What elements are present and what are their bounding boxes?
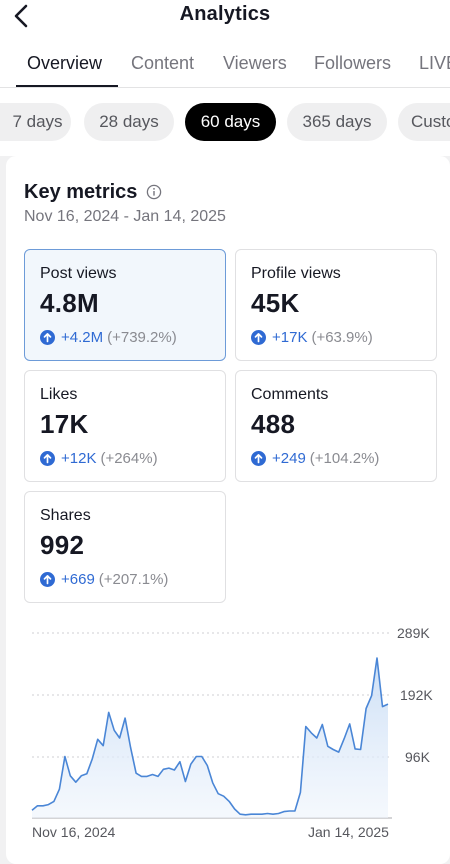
y-tick-label: 96K [405,749,431,765]
post-views-chart: 289K 192K 96K Nov 16, 2024 Jan 14, 2025 [31,625,433,840]
period-7-days[interactable]: 7 days [0,103,71,141]
metric-value: 17K [40,409,89,439]
period-60-days[interactable]: 60 days [185,103,276,141]
period-custom[interactable]: Custom [398,103,450,141]
tab-overview[interactable]: Overview [27,53,103,73]
metric-change: +12K [61,450,97,467]
metric-delta: +17K (+63.9%) [251,329,373,346]
metric-post-views[interactable]: Post views 4.8M +4.2M (+739.2%) [24,249,226,361]
metric-likes[interactable]: Likes 17K +12K (+264%) [24,370,226,482]
series-area [32,658,388,818]
metric-change-percent: (+264%) [100,450,158,467]
metric-change-percent: (+63.9%) [311,329,373,346]
metric-change: +669 [61,571,95,588]
top-bar: Analytics [0,0,450,40]
metric-shares[interactable]: Shares 992 +669 (+207.1%) [24,491,226,603]
arrow-up-icon [40,330,55,345]
metric-label: Post views [40,265,117,282]
metric-delta: +12K (+264%) [40,450,158,467]
metric-change: +17K [272,329,308,346]
info-icon[interactable] [146,184,162,200]
y-tick-label: 192K [400,687,433,703]
metric-comments[interactable]: Comments 488 +249 (+104.2%) [235,370,437,482]
arrow-up-icon [251,330,266,345]
metric-change: +249 [272,450,306,467]
page-title: Analytics [179,3,271,25]
metric-value: 488 [251,409,296,439]
metric-value: 45K [251,288,300,318]
y-tick-label: 289K [397,625,430,641]
arrow-up-icon [40,451,55,466]
metric-delta: +4.2M (+739.2%) [40,329,177,346]
tab-bar: Overview Content Viewers Followers LIVE [0,40,450,88]
date-range: Nov 16, 2024 - Jan 14, 2025 [24,208,226,225]
chevron-left-icon[interactable] [10,2,34,30]
period-label: 7 days [12,112,63,131]
period-selector: 7 days 28 days 60 days 365 days Custom [0,88,450,156]
tab-followers[interactable]: Followers [314,53,392,73]
tab-live[interactable]: LIVE [419,53,450,73]
active-tab-indicator [16,85,118,87]
x-tick-label: Nov 16, 2024 [32,824,115,840]
metric-profile-views[interactable]: Profile views 45K +17K (+63.9%) [235,249,437,361]
metric-value: 4.8M [40,288,100,318]
metric-label: Comments [251,386,329,403]
key-metrics-title: Key metrics [24,181,138,203]
metric-change-percent: (+104.2%) [309,450,380,467]
metric-delta: +249 (+104.2%) [251,450,379,467]
tab-viewers[interactable]: Viewers [223,53,287,73]
x-tick-label: Jan 14, 2025 [308,824,389,840]
series-line [31,657,389,816]
metric-change: +4.2M [61,329,104,346]
metric-change-percent: (+739.2%) [107,329,177,346]
metric-label: Likes [40,386,78,403]
metric-value: 992 [40,530,85,560]
arrow-up-icon [251,451,266,466]
metric-delta: +669 (+207.1%) [40,571,168,588]
period-28-days[interactable]: 28 days [84,103,174,141]
period-365-days[interactable]: 365 days [287,103,387,141]
metric-label: Profile views [251,265,341,282]
metric-label: Shares [40,507,91,524]
tab-content[interactable]: Content [131,53,195,73]
arrow-up-icon [40,572,55,587]
metric-change-percent: (+207.1%) [98,571,169,588]
